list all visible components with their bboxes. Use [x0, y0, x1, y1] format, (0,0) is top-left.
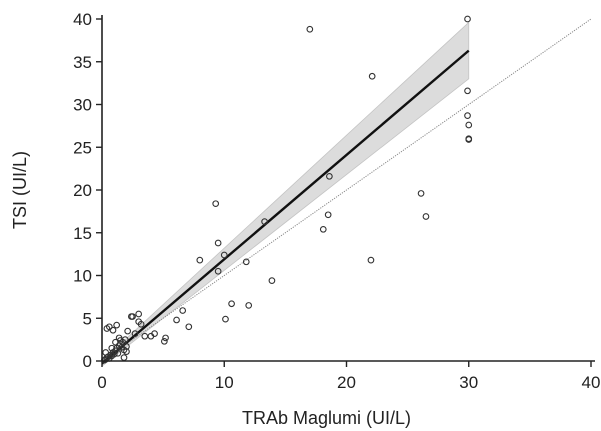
data-points	[101, 15, 473, 364]
y-tick-label: 40	[73, 10, 92, 29]
axes	[96, 15, 595, 367]
data-point	[464, 15, 471, 23]
data-point	[124, 327, 132, 335]
data-point	[196, 256, 204, 264]
x-axis-label: TRAb Maglumi (UI/L)	[242, 408, 411, 428]
data-point	[326, 172, 333, 180]
data-point	[245, 302, 253, 309]
data-point	[173, 316, 180, 324]
data-point	[129, 313, 136, 320]
confidence-band-layer	[101, 21, 470, 367]
y-tick-label: 5	[83, 309, 92, 328]
identity-line	[101, 18, 592, 362]
data-point	[162, 334, 169, 342]
data-point	[214, 239, 222, 247]
data-point	[464, 112, 471, 119]
data-point	[151, 330, 158, 337]
data-point	[123, 343, 130, 350]
data-point	[103, 325, 111, 332]
data-point	[465, 121, 473, 129]
y-tick-label: 10	[73, 267, 92, 286]
data-point	[417, 190, 425, 197]
data-point	[268, 277, 276, 284]
data-point	[242, 258, 250, 266]
data-point	[135, 310, 143, 318]
data-point	[222, 315, 229, 323]
data-point	[179, 307, 187, 314]
x-tick-label: 30	[459, 373, 478, 392]
data-point	[212, 200, 220, 208]
data-point	[220, 251, 228, 259]
data-point	[422, 213, 430, 220]
data-point	[465, 136, 473, 143]
data-point	[185, 323, 193, 331]
regression-line	[101, 49, 470, 365]
data-point	[121, 336, 129, 343]
data-point	[368, 72, 376, 80]
data-point	[108, 344, 116, 352]
y-tick-label: 0	[83, 352, 92, 371]
regression-line-layer	[101, 49, 470, 365]
data-point	[112, 338, 119, 346]
identity-line-layer	[101, 18, 592, 362]
data-point	[261, 218, 268, 225]
data-point	[306, 25, 314, 33]
tick-labels: 0 10 20 30 40 0 5 10 15 20 25 30 35 40	[73, 10, 600, 392]
data-point	[367, 256, 375, 264]
data-point	[109, 326, 117, 334]
data-point	[160, 337, 168, 345]
data-point	[120, 354, 128, 361]
data-point	[141, 332, 149, 340]
y-tick-label: 15	[73, 224, 92, 243]
y-tick-label: 25	[73, 138, 92, 157]
data-point	[110, 350, 118, 358]
data-point	[228, 300, 235, 308]
confidence-band	[101, 21, 470, 367]
y-tick-label: 35	[73, 53, 92, 72]
y-axis-label: TSI (UI/L)	[10, 151, 30, 229]
data-point	[115, 334, 123, 342]
x-tick-label: 0	[97, 373, 106, 392]
data-point	[113, 321, 121, 329]
data-point	[324, 211, 332, 219]
x-tick-label: 20	[337, 373, 356, 392]
data-point	[114, 349, 122, 357]
x-tick-label: 10	[215, 373, 234, 392]
data-point	[464, 87, 471, 95]
y-tick-label: 20	[73, 181, 92, 200]
y-tick-label: 30	[73, 96, 92, 115]
data-point	[137, 320, 145, 328]
data-point	[319, 225, 327, 233]
data-point	[131, 330, 139, 337]
x-tick-label: 40	[582, 373, 601, 392]
data-point	[102, 349, 110, 356]
data-point	[214, 267, 222, 275]
